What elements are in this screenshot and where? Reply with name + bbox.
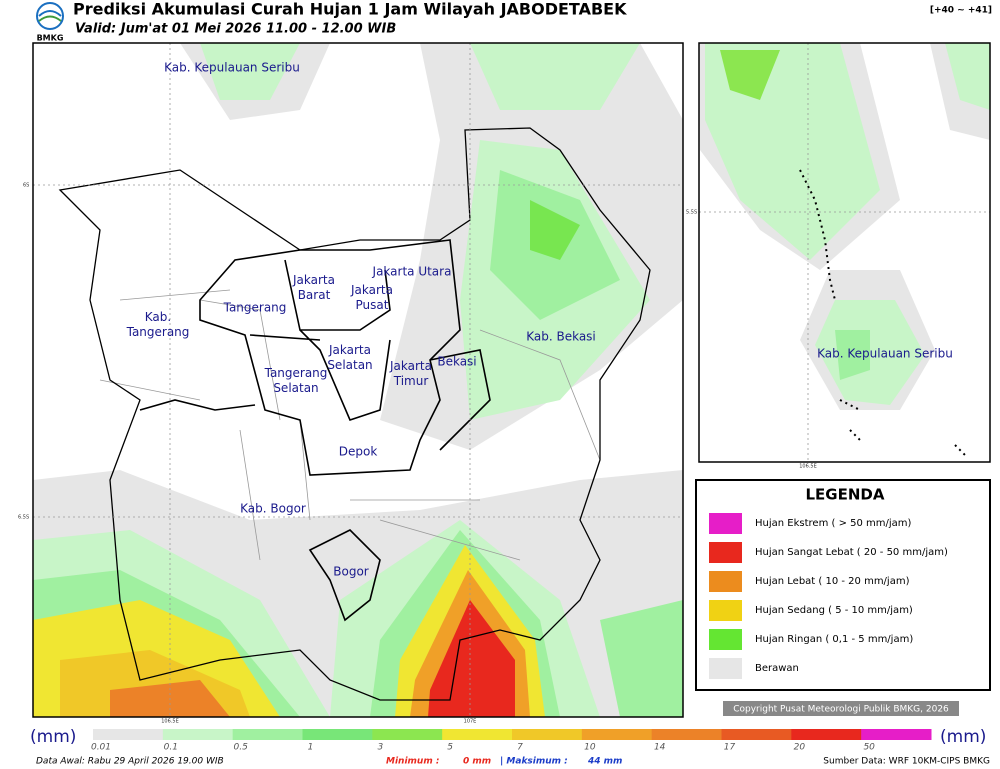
colorbar-label: 3 — [377, 743, 383, 753]
legend-swatch — [709, 513, 742, 534]
copyright: Copyright Pusat Meteorologi Publik BMKG,… — [733, 705, 949, 715]
colorbar-label: 0.5 — [234, 743, 249, 753]
region-label: Kab. Bogor — [240, 502, 306, 516]
region-label: Jakarta — [389, 359, 432, 373]
colorbar-segment — [372, 729, 443, 740]
colorbar-unit: (mm) — [30, 727, 76, 747]
max-value: 44 mm — [587, 757, 622, 767]
colorbar-segment — [512, 729, 583, 740]
main-map-frame — [32, 42, 684, 718]
source: Sumber Data: WRF 10KM-CIPS BMKG — [823, 757, 990, 767]
colorbar-label: 14 — [654, 743, 666, 753]
lon-tick: 106.5E — [161, 719, 178, 725]
lat-tick: 5.5S — [686, 210, 697, 216]
region-label: Depok — [339, 445, 378, 459]
logo — [36, 2, 64, 30]
region-label: Kab. Bekasi — [526, 330, 596, 344]
colorbar-segment — [721, 729, 792, 740]
colorbar-unit: (mm) — [940, 727, 986, 747]
region-label: Selatan — [327, 358, 372, 372]
legend-box — [695, 479, 991, 691]
colorbar-label: 17 — [724, 743, 736, 753]
colorbar-segment — [442, 729, 513, 740]
colorbar-segment — [93, 729, 164, 740]
region-label: Bekasi — [437, 355, 476, 369]
region-label: Barat — [298, 288, 331, 302]
legend-title: LEGENDA — [806, 486, 885, 504]
legend-label: Hujan Ringan ( 0,1 - 5 mm/jam) — [755, 634, 913, 645]
colorbar-segment — [302, 729, 373, 740]
inset-frame — [698, 42, 991, 463]
title: Prediksi Akumulasi Curah Hujan 1 Jam Wil… — [73, 0, 627, 19]
colorbar-label: 7 — [517, 743, 523, 753]
lat-tick: 6S — [23, 183, 29, 189]
colorbar-label: 1 — [308, 743, 314, 753]
region-label: Pusat — [356, 298, 389, 312]
main-map — [33, 43, 683, 717]
region-label: Timur — [393, 374, 429, 388]
region-label: Kab. — [145, 310, 171, 324]
lon-tick: 107E — [464, 719, 477, 725]
colorbar-segment — [861, 729, 932, 740]
lon-tick: 106.5E — [799, 464, 816, 470]
colorbar-segment — [791, 729, 862, 740]
colorbar-label: 50 — [863, 743, 875, 753]
copyright-bg — [723, 701, 959, 716]
colorbar-label: 0.01 — [91, 743, 111, 753]
legend-swatch — [709, 542, 742, 563]
legend-swatch — [709, 629, 742, 650]
legend-label: Hujan Sedang ( 5 - 10 mm/jam) — [755, 605, 913, 616]
region-label: Tangerang — [126, 325, 190, 339]
max-label: | Maksimum : — [500, 757, 568, 767]
colorbar-label: 0.1 — [164, 743, 178, 753]
colorbar-label: 20 — [794, 743, 806, 753]
colorbar-segment — [651, 729, 722, 740]
colorbar-label: 10 — [584, 743, 596, 753]
region-label: Tangerang — [223, 301, 287, 315]
legend-label: Hujan Sangat Lebat ( 20 - 50 mm/jam) — [755, 547, 948, 558]
colorbar-label: 5 — [447, 743, 453, 753]
legend-label: Hujan Lebat ( 10 - 20 mm/jam) — [755, 576, 910, 587]
region-label: Bogor — [333, 565, 369, 579]
min-value: 0 mm — [463, 757, 491, 767]
logo-text: BMKG — [37, 34, 64, 43]
min-label: Minimum : — [386, 757, 439, 767]
region-label: Jakarta — [350, 283, 393, 297]
region-label: Jakarta Utara — [372, 265, 452, 279]
region-label: Kab. Kepulauan Seribu — [164, 61, 300, 75]
legend-label: Hujan Ekstrem ( > 50 mm/jam) — [755, 518, 912, 529]
region-label: Tangerang — [264, 366, 328, 380]
colorbar-segment — [162, 729, 234, 740]
legend-swatch — [709, 600, 742, 621]
colorbar-segment — [232, 729, 303, 740]
legend-label: Berawan — [755, 663, 799, 674]
data-awal: Data Awal: Rabu 29 April 2026 19.00 WIB — [36, 757, 224, 767]
forecast-range: [+40 ~ +41] — [930, 6, 992, 16]
region-label: Selatan — [273, 381, 318, 395]
legend-swatch — [709, 658, 742, 679]
region-label: Jakarta — [292, 273, 335, 287]
inset-map — [699, 43, 990, 462]
inset-label: Kab. Kepulauan Seribu — [817, 347, 953, 361]
colorbar-segment — [581, 729, 653, 740]
lat-tick: 6.5S — [18, 515, 29, 521]
region-label: Jakarta — [328, 343, 371, 357]
valid-time: Valid: Jum'at 01 Mei 2026 11.00 - 12.00 … — [75, 22, 396, 37]
legend-swatch — [709, 571, 742, 592]
